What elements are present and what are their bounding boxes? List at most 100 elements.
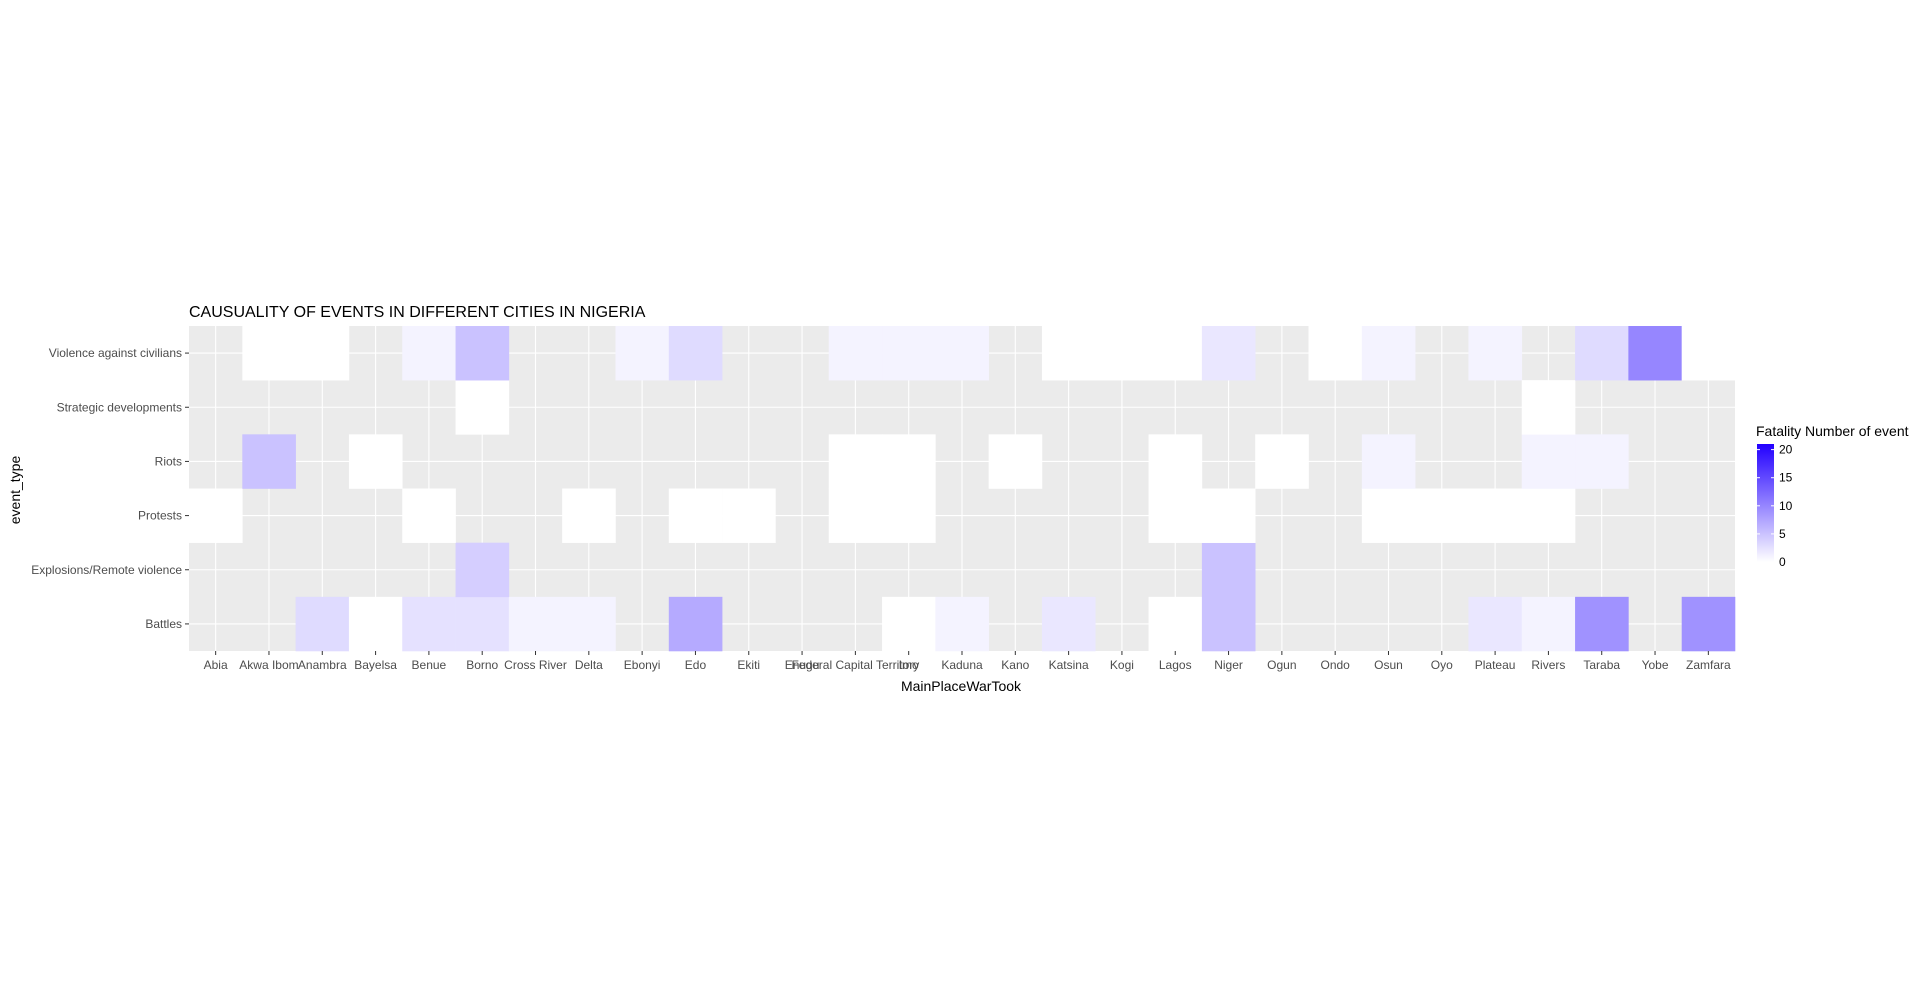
heatmap-cell bbox=[242, 434, 296, 489]
heatmap-cell bbox=[1521, 488, 1576, 543]
x-tick-label: Borno bbox=[466, 658, 498, 672]
x-tick-label: Imo bbox=[899, 658, 919, 672]
x-tick-label: Edo bbox=[685, 658, 707, 672]
heatmap-cell bbox=[1308, 326, 1363, 381]
heatmap-cell bbox=[402, 596, 456, 652]
heatmap-cell bbox=[668, 488, 723, 543]
y-tick-label: Protests bbox=[138, 509, 182, 523]
x-tick-label: Bayelsa bbox=[354, 658, 397, 672]
x-tick-label: Benue bbox=[412, 658, 447, 672]
heatmap-cell bbox=[402, 326, 456, 381]
heatmap-cell bbox=[668, 326, 723, 381]
legend-tick-label: 10 bbox=[1779, 499, 1793, 513]
heatmap-cell bbox=[988, 434, 1043, 489]
heatmap-cell bbox=[828, 434, 883, 489]
x-tick-label: Zamfara bbox=[1686, 658, 1731, 672]
heatmap-cell bbox=[562, 596, 616, 652]
chart-title: CAUSUALITY OF EVENTS IN DIFFERENT CITIES… bbox=[189, 304, 646, 321]
heatmap-cell bbox=[1148, 434, 1203, 489]
heatmap-cell bbox=[828, 488, 883, 543]
heatmap-cell bbox=[1468, 326, 1523, 381]
heatmap-cell bbox=[1521, 596, 1576, 652]
x-tick-label: Yobe bbox=[1642, 658, 1669, 672]
legend-tick-label: 15 bbox=[1779, 471, 1793, 485]
y-tick-label: Strategic developments bbox=[57, 400, 182, 414]
x-axis-title: MainPlaceWarTook bbox=[901, 678, 1022, 694]
heatmap-cell bbox=[1361, 488, 1416, 543]
heatmap-cell bbox=[1095, 326, 1149, 381]
heatmap-cell bbox=[295, 596, 350, 652]
x-tick-label: Anambra bbox=[298, 658, 347, 672]
heatmap-cell bbox=[668, 596, 723, 652]
x-tick-label: Kogi bbox=[1110, 658, 1134, 672]
heatmap-cell bbox=[295, 326, 350, 381]
x-tick-label: Abia bbox=[204, 658, 228, 672]
heatmap-cell bbox=[1361, 326, 1416, 381]
heatmap-cell bbox=[348, 434, 403, 489]
heatmap-cell bbox=[1521, 434, 1576, 489]
heatmap-cell bbox=[1681, 596, 1736, 652]
heatmap-cell bbox=[1041, 596, 1096, 652]
heatmap-cell bbox=[1041, 326, 1096, 381]
heatmap-cells bbox=[189, 326, 1736, 652]
heatmap-cell bbox=[1148, 326, 1203, 381]
heatmap-cell bbox=[189, 488, 243, 543]
y-tick-label: Battles bbox=[145, 617, 182, 631]
heatmap-cell bbox=[455, 326, 510, 381]
x-tick-label: Taraba bbox=[1583, 658, 1620, 672]
heatmap-cell bbox=[1521, 380, 1576, 435]
heatmap-cell bbox=[882, 488, 936, 543]
legend-title: Fatality Number of event bbox=[1756, 423, 1909, 439]
x-tick-label: Federal Capital Territory bbox=[791, 658, 919, 672]
y-axis: Battles Explosions/Remote violence Protest… bbox=[31, 346, 189, 631]
heatmap-cell bbox=[1628, 326, 1682, 381]
heatmap-cell bbox=[402, 488, 456, 543]
heatmap-cell bbox=[1201, 542, 1256, 598]
legend-ticks: 0 5 10 15 20 bbox=[1757, 443, 1793, 569]
heatmap-cell bbox=[615, 326, 670, 381]
y-axis-title: event_type bbox=[7, 456, 23, 525]
heatmap-cell bbox=[1575, 596, 1629, 652]
x-tick-label: Niger bbox=[1214, 658, 1243, 672]
x-axis: Abia Akwa Ibom Anambra Bayelsa Benue Borno Cro… bbox=[204, 651, 1731, 672]
legend-tick-label: 0 bbox=[1779, 555, 1786, 569]
y-tick-label: Violence against civilians bbox=[49, 346, 182, 360]
heatmap-cell bbox=[882, 434, 936, 489]
heatmap-cell bbox=[1255, 434, 1309, 489]
x-tick-label: Enugu bbox=[785, 658, 820, 672]
legend-tick-label: 5 bbox=[1779, 527, 1786, 541]
x-tick-label: Kano bbox=[1001, 658, 1029, 672]
heatmap-cell bbox=[1575, 434, 1629, 489]
heatmap-cell bbox=[1148, 488, 1203, 543]
x-tick-label: Akwa Ibom bbox=[239, 658, 298, 672]
color-legend: Fatality Number of event 0 5 10 15 20 bbox=[1756, 423, 1909, 569]
heatmap-cell bbox=[1681, 326, 1736, 381]
heatmap-cell bbox=[562, 488, 616, 543]
heatmap-cell bbox=[348, 596, 403, 652]
x-tick-label: Delta bbox=[575, 658, 603, 672]
heatmap-cell bbox=[935, 326, 989, 381]
x-tick-label: Ebonyi bbox=[624, 658, 661, 672]
heatmap-cell bbox=[935, 596, 989, 652]
heatmap-cell bbox=[455, 380, 510, 435]
x-tick-label: Ogun bbox=[1267, 658, 1296, 672]
x-tick-label: Kaduna bbox=[941, 658, 983, 672]
heatmap-cell bbox=[1468, 488, 1523, 543]
heatmap-cell bbox=[1201, 326, 1256, 381]
heatmap-cell bbox=[1148, 596, 1203, 652]
heatmap-cell bbox=[1201, 596, 1256, 652]
heatmap-cell bbox=[722, 488, 776, 543]
x-tick-label: Lagos bbox=[1159, 658, 1192, 672]
x-tick-label: Cross River bbox=[504, 658, 567, 672]
x-tick-label: Ondo bbox=[1320, 658, 1350, 672]
x-tick-label: Katsina bbox=[1049, 658, 1089, 672]
heatmap-cell bbox=[828, 326, 883, 381]
heatmap-cell bbox=[1415, 488, 1469, 543]
heatmap-cell bbox=[455, 596, 510, 652]
x-tick-label: Plateau bbox=[1475, 658, 1516, 672]
heatmap-cell bbox=[242, 326, 296, 381]
x-tick-label: Oyo bbox=[1431, 658, 1453, 672]
heatmap-cell bbox=[1468, 596, 1523, 652]
heatmap-cell bbox=[1575, 326, 1629, 381]
